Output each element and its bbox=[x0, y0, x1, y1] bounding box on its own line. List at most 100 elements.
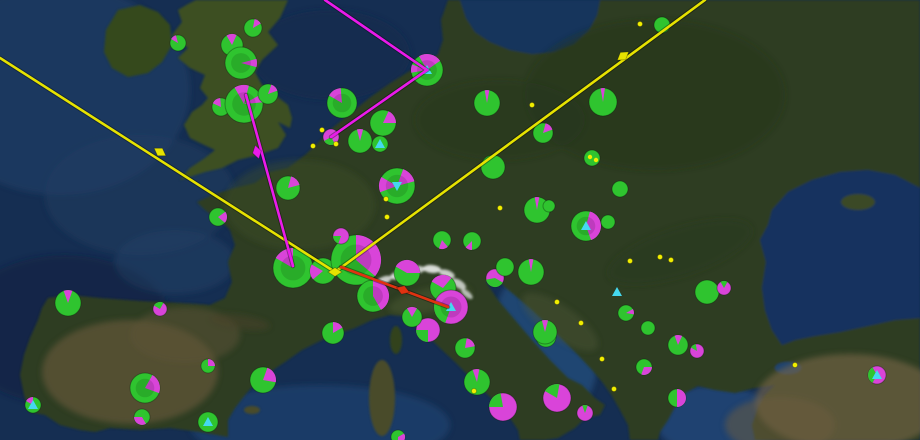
pie-marker-slice bbox=[407, 306, 417, 317]
pie-marker-slice bbox=[212, 98, 221, 107]
pie-marker[interactable] bbox=[309, 257, 337, 285]
pie-marker[interactable] bbox=[129, 372, 161, 404]
pie-marker-slice bbox=[398, 433, 406, 440]
pie-marker[interactable] bbox=[635, 358, 653, 376]
pie-marker[interactable] bbox=[321, 321, 345, 345]
pie-marker[interactable] bbox=[542, 199, 556, 213]
pie-marker[interactable] bbox=[576, 404, 594, 422]
pie-marker[interactable] bbox=[208, 207, 228, 227]
pie-marker[interactable] bbox=[667, 388, 687, 408]
route-path[interactable] bbox=[322, 0, 431, 140]
pie-marker[interactable] bbox=[583, 149, 601, 167]
pie-marker[interactable] bbox=[532, 122, 554, 144]
pie-marker[interactable] bbox=[326, 87, 358, 119]
pie-marker-slice bbox=[465, 338, 475, 348]
event-dot bbox=[627, 258, 633, 264]
pie-marker[interactable] bbox=[542, 383, 572, 413]
pie-marker-slice bbox=[534, 196, 540, 210]
pie-marker[interactable] bbox=[24, 396, 42, 414]
pie-marker[interactable] bbox=[689, 343, 705, 359]
pie-marker[interactable] bbox=[390, 429, 406, 440]
pie-marker[interactable] bbox=[152, 301, 168, 317]
pie-marker[interactable] bbox=[224, 46, 258, 80]
pie-marker-slice bbox=[472, 369, 480, 382]
sea-black bbox=[760, 170, 920, 345]
route-path[interactable] bbox=[338, 264, 451, 310]
pie-marker[interactable] bbox=[257, 83, 279, 105]
pie-marker[interactable] bbox=[393, 259, 421, 287]
pie-marker[interactable] bbox=[617, 304, 635, 322]
event-dot bbox=[383, 196, 389, 202]
pie-marker[interactable] bbox=[347, 128, 373, 154]
pie-marker-base bbox=[583, 149, 601, 167]
pie-marker[interactable] bbox=[716, 280, 732, 296]
pie-marker[interactable] bbox=[200, 358, 216, 374]
pie-marker[interactable] bbox=[243, 18, 263, 38]
event-dot bbox=[637, 21, 643, 27]
pie-marker[interactable] bbox=[371, 135, 389, 153]
pie-marker[interactable] bbox=[588, 87, 618, 117]
pie-marker-slice bbox=[484, 89, 490, 103]
pie-marker-slice bbox=[329, 88, 342, 103]
pie-marker-slice bbox=[356, 234, 382, 277]
pie-marker[interactable] bbox=[433, 289, 469, 325]
pie-marker[interactable] bbox=[249, 366, 277, 394]
pie-marker[interactable] bbox=[600, 214, 616, 230]
pie-marker[interactable] bbox=[356, 279, 390, 313]
pie-marker[interactable] bbox=[378, 167, 416, 205]
pie-marker[interactable] bbox=[570, 210, 602, 242]
pie-marker[interactable] bbox=[462, 231, 482, 251]
pie-marker-shade bbox=[280, 255, 306, 281]
pie-marker[interactable] bbox=[133, 408, 151, 426]
pie-marker[interactable] bbox=[275, 175, 301, 201]
routes-layer bbox=[0, 0, 708, 310]
pie-marker[interactable] bbox=[488, 392, 518, 422]
status-triangle-icon bbox=[375, 139, 385, 148]
pie-marker-slice bbox=[63, 290, 73, 303]
pie-marker[interactable] bbox=[369, 109, 397, 137]
pie-marker[interactable] bbox=[54, 289, 82, 317]
pie-marker[interactable] bbox=[473, 89, 501, 117]
pie-marker-slice bbox=[333, 322, 343, 333]
event-dot bbox=[611, 386, 617, 392]
pie-marker[interactable] bbox=[401, 306, 423, 328]
status-triangle-icon bbox=[446, 302, 456, 311]
pie-marker-slice bbox=[600, 87, 605, 102]
pie-marker-slice bbox=[544, 383, 560, 398]
pie-marker[interactable] bbox=[454, 337, 476, 359]
pie-marker-slice bbox=[234, 84, 249, 104]
pie-marker[interactable] bbox=[463, 368, 491, 396]
status-triangle-icon bbox=[581, 221, 591, 230]
pie-marker[interactable] bbox=[867, 365, 887, 385]
pie-marker[interactable] bbox=[611, 180, 629, 198]
route-path[interactable] bbox=[0, 0, 708, 277]
pie-marker-slice bbox=[528, 258, 534, 272]
route-line bbox=[244, 93, 295, 268]
event-dot bbox=[587, 154, 593, 160]
pie-marker[interactable] bbox=[495, 257, 515, 277]
route-path[interactable] bbox=[243, 92, 296, 269]
pie-marker[interactable] bbox=[532, 319, 558, 345]
pie-marker[interactable] bbox=[332, 227, 350, 245]
pie-marker[interactable] bbox=[415, 317, 441, 343]
pie-marker[interactable] bbox=[169, 34, 187, 52]
pie-marker[interactable] bbox=[694, 279, 720, 305]
event-dot bbox=[529, 102, 535, 108]
pie-marker-slice bbox=[268, 84, 278, 94]
pie-marker[interactable] bbox=[432, 230, 452, 250]
pie-marker[interactable] bbox=[517, 258, 545, 286]
event-dot bbox=[471, 388, 477, 394]
island-ireland bbox=[104, 5, 172, 77]
pie-marker[interactable] bbox=[197, 411, 219, 433]
route-line bbox=[323, 0, 430, 139]
pie-marker-base bbox=[495, 257, 515, 277]
pie-marker[interactable] bbox=[667, 334, 689, 356]
route-arrow-icon bbox=[616, 51, 630, 61]
pie-marker[interactable] bbox=[640, 320, 656, 336]
pie-marker-base bbox=[611, 180, 629, 198]
pie-marker[interactable] bbox=[224, 84, 264, 124]
pie-marker-shade bbox=[332, 93, 352, 113]
pie-marker-shade bbox=[135, 378, 155, 398]
